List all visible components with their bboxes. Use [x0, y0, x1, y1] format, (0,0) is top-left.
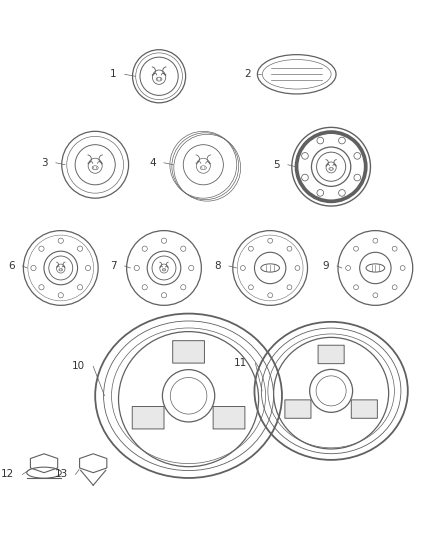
Text: 8: 8 [214, 261, 221, 271]
Circle shape [392, 285, 397, 290]
Circle shape [353, 285, 359, 290]
Text: 4: 4 [149, 158, 156, 168]
Circle shape [161, 293, 166, 298]
Circle shape [180, 285, 186, 290]
Text: 2: 2 [244, 69, 251, 79]
Circle shape [39, 246, 44, 251]
Text: 1: 1 [110, 69, 117, 79]
Circle shape [353, 246, 359, 251]
Circle shape [302, 152, 308, 159]
FancyBboxPatch shape [351, 400, 378, 418]
Circle shape [248, 285, 253, 290]
Text: 7: 7 [110, 261, 117, 271]
Circle shape [302, 174, 308, 181]
Circle shape [78, 285, 83, 290]
Circle shape [180, 246, 186, 251]
Circle shape [373, 238, 378, 243]
Circle shape [85, 265, 91, 271]
Circle shape [373, 293, 378, 297]
Circle shape [287, 246, 292, 251]
Circle shape [142, 285, 147, 290]
Circle shape [287, 285, 292, 290]
Circle shape [58, 293, 64, 298]
Circle shape [78, 246, 83, 251]
FancyBboxPatch shape [318, 345, 344, 364]
Circle shape [317, 137, 324, 144]
Circle shape [161, 238, 166, 244]
Circle shape [142, 246, 147, 251]
Circle shape [317, 190, 324, 196]
Circle shape [346, 265, 350, 270]
Circle shape [134, 265, 139, 271]
Text: 5: 5 [273, 160, 280, 169]
Circle shape [339, 137, 345, 144]
Circle shape [339, 190, 345, 196]
Circle shape [39, 285, 44, 290]
FancyBboxPatch shape [173, 341, 205, 363]
Circle shape [58, 238, 64, 244]
Circle shape [31, 265, 36, 271]
Text: 6: 6 [8, 261, 14, 271]
Circle shape [354, 152, 360, 159]
Text: 13: 13 [54, 470, 67, 480]
Circle shape [189, 265, 194, 271]
Circle shape [392, 246, 397, 251]
Text: 9: 9 [322, 261, 329, 271]
Text: 10: 10 [72, 361, 85, 372]
FancyBboxPatch shape [285, 400, 311, 418]
Circle shape [354, 174, 360, 181]
Circle shape [268, 238, 272, 243]
Text: 11: 11 [234, 358, 247, 368]
FancyBboxPatch shape [132, 407, 164, 429]
Text: 3: 3 [41, 158, 48, 168]
Circle shape [268, 293, 272, 297]
Circle shape [240, 265, 245, 270]
Text: 12: 12 [1, 470, 14, 480]
Circle shape [248, 246, 253, 251]
Circle shape [400, 265, 405, 270]
Circle shape [295, 265, 300, 270]
FancyBboxPatch shape [213, 407, 245, 429]
